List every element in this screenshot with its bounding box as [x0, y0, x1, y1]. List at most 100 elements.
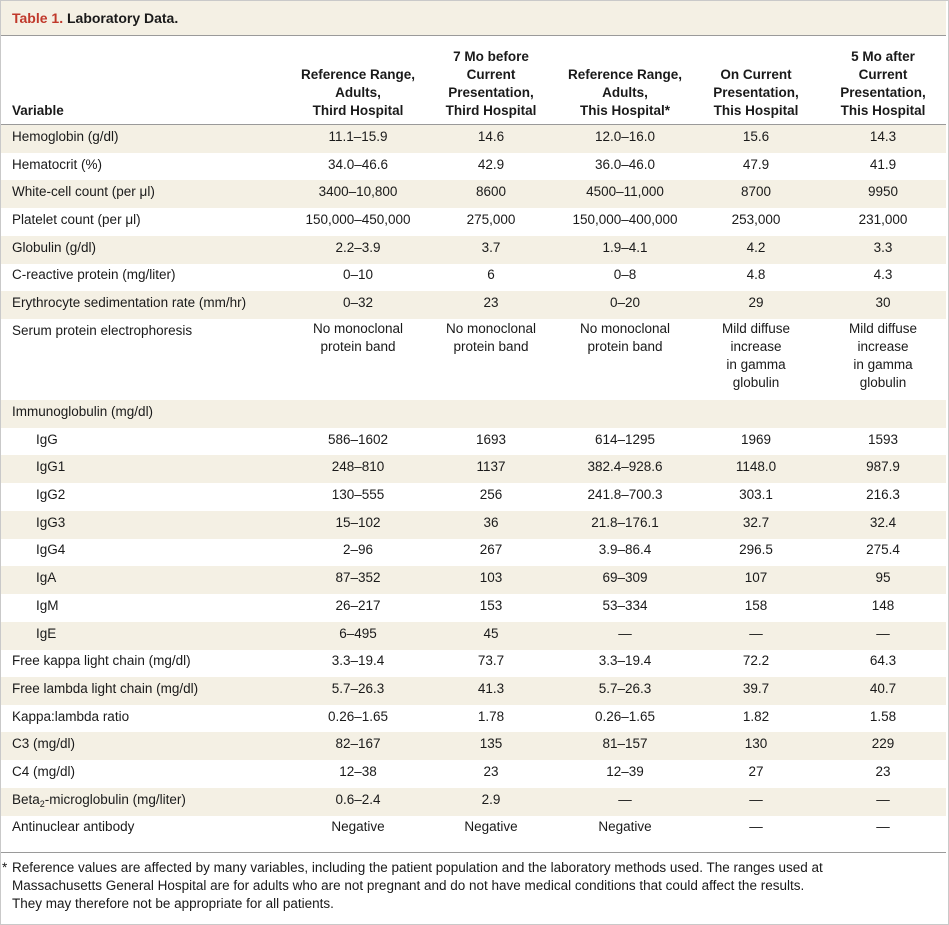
footnote: * Reference values are affected by many v… — [2, 860, 823, 911]
table-cell: 34.0–46.6 — [327, 157, 389, 172]
table-cell: 3.3–19.4 — [598, 653, 652, 668]
row-label: Platelet count (per μl) — [12, 212, 141, 227]
row-label: C-reactive protein (mg/liter) — [12, 267, 176, 282]
table-cell: 30 — [875, 295, 891, 310]
table-cell: 3.3 — [873, 240, 893, 255]
table-cell: 36.0–46.0 — [594, 157, 656, 172]
table-cell: 45 — [483, 626, 499, 641]
table-cell: 6–495 — [339, 626, 377, 641]
row-label: Immunoglobulin (mg/dl) — [12, 404, 154, 419]
table-row: Kappa:lambda ratio 0.26–1.65 1.78 0.26–1.65… — [1, 705, 946, 733]
table-cell: 41.9 — [869, 157, 897, 172]
table-cell: 5.7–26.3 — [331, 681, 385, 696]
table-cell: 9950 — [867, 184, 899, 199]
row-label: IgM — [36, 598, 59, 613]
table-cell: 275,000 — [466, 212, 516, 227]
table-cell: 158 — [744, 598, 768, 613]
table-row: C-reactive protein (mg/liter) 0–10 6 0–8 4.8… — [1, 263, 946, 291]
table-row: White-cell count (per μl) 3400–10,800 8600… — [1, 180, 946, 208]
table-row: C3 (mg/dl) 82–167 135 81–157 130 229 — [1, 732, 946, 760]
table-cell: 26–217 — [335, 598, 381, 613]
table-cell: 150,000–400,000 — [572, 212, 678, 227]
table-cell: No monoclonal protein band — [445, 321, 537, 354]
table-cell: 107 — [744, 570, 768, 585]
table-cell: 0–8 — [613, 267, 637, 282]
table-cell: 382.4–928.6 — [587, 459, 663, 474]
footnote-marker: * — [2, 860, 8, 875]
table-row: IgG1 248–810 1137 382.4–928.6 1148.0 987.9 — [1, 455, 946, 483]
table-cell: 229 — [871, 736, 895, 751]
row-label: Serum protein electrophoresis — [12, 323, 193, 338]
table-cell: 267 — [479, 542, 503, 557]
table-title-text: Laboratory Data. — [66, 10, 179, 26]
table-row: Free lambda light chain (mg/dl) 5.7–26.3 4… — [1, 677, 946, 705]
header-7mo-before: 7 Mo before Current Presentation, Third … — [445, 49, 537, 118]
table-cell: 23 — [483, 295, 499, 310]
table-cell: 1.82 — [742, 709, 770, 724]
table-row: Antinuclear antibody Negative Negative Nega… — [1, 815, 946, 843]
table-cell: 3400–10,800 — [318, 184, 398, 199]
table-cell: 3.7 — [481, 240, 501, 255]
table-cell: 6 — [487, 267, 495, 282]
table-cell: 12–38 — [339, 764, 377, 779]
table-row: Hematocrit (%) 34.0–46.6 42.9 36.0–46.0 47.9… — [1, 153, 946, 181]
table-cell: 69–309 — [602, 570, 648, 585]
table-cell: 150,000–450,000 — [305, 212, 411, 227]
row-label: C3 (mg/dl) — [12, 736, 76, 751]
table-cell: 3.3–19.4 — [331, 653, 385, 668]
row-label: Free lambda light chain (mg/dl) — [12, 681, 199, 696]
table-cell: 3.9–86.4 — [598, 542, 652, 557]
table-cell: 1137 — [476, 459, 506, 474]
row-label: IgG — [36, 432, 58, 447]
table-cell: 47.9 — [742, 157, 770, 172]
row-label: IgG4 — [36, 542, 66, 557]
table-cell: 11.1–15.9 — [328, 129, 388, 144]
table-cell: 275.4 — [866, 542, 900, 557]
table-cell: 15–102 — [335, 515, 381, 530]
table-row: Globulin (g/dl) 2.2–3.9 3.7 1.9–4.1 4.2 3.3 — [1, 236, 946, 264]
header-ref-third-hospital: Reference Range, Adults, Third Hospital — [300, 67, 416, 118]
table-cell: 0–32 — [342, 295, 374, 310]
table-cell: 2.2–3.9 — [335, 240, 381, 255]
row-label: Kappa:lambda ratio — [12, 709, 130, 724]
row-label: White-cell count (per μl) — [12, 184, 155, 199]
table-row: IgM 26–217 153 53–334 158 148 — [1, 594, 946, 622]
table-row: IgG 586–1602 1693 614–1295 1969 1593 — [1, 428, 946, 456]
row-label: IgE — [36, 626, 57, 641]
table-cell: 40.7 — [869, 681, 897, 696]
table-cell: 23 — [875, 764, 891, 779]
table-cell: 614–1295 — [594, 432, 656, 447]
table-row: Serum protein electrophoresis No monoclon… — [1, 319, 946, 400]
table-cell: 4500–11,000 — [586, 184, 664, 199]
table-cell: — — [876, 792, 890, 807]
table-cell: 87–352 — [335, 570, 381, 585]
row-label: C4 (mg/dl) — [12, 764, 76, 779]
table-cell: 148 — [871, 598, 895, 613]
table-row: Platelet count (per μl) 150,000–450,000 27… — [1, 208, 946, 236]
table-cell: — — [749, 626, 763, 641]
table-cell: — — [618, 792, 632, 807]
table-row: Immunoglobulin (mg/dl) — [1, 400, 946, 428]
table-cell: 1.78 — [477, 709, 505, 724]
table-cell: 135 — [479, 736, 503, 751]
table-cell: 72.2 — [742, 653, 770, 668]
table-cell: Negative — [331, 819, 385, 834]
table-cell: 8700 — [740, 184, 772, 199]
table-cell: 73.7 — [477, 653, 505, 668]
table-row: IgA 87–352 103 69–309 107 95 — [1, 566, 946, 594]
table-cell: 0–20 — [609, 295, 641, 310]
table-cell: 5.7–26.3 — [598, 681, 652, 696]
row-label: IgA — [36, 570, 57, 585]
table-cell: 8600 — [475, 184, 507, 199]
table-title: Table 1. Laboratory Data. — [12, 10, 178, 26]
table-cell: Mild diffuse increase in gamma globulin — [721, 321, 791, 390]
table-cell: 64.3 — [869, 653, 897, 668]
table-cell: 53–334 — [602, 598, 648, 613]
header-variable: Variable — [12, 103, 64, 118]
row-label: Erythrocyte sedimentation rate (mm/hr) — [12, 295, 247, 310]
table-cell: 1693 — [475, 432, 507, 447]
table-cell: 2–96 — [342, 542, 374, 557]
footnote-rule — [1, 852, 946, 853]
table-cell: 0.6–2.4 — [335, 792, 381, 807]
table-cell: — — [749, 792, 763, 807]
